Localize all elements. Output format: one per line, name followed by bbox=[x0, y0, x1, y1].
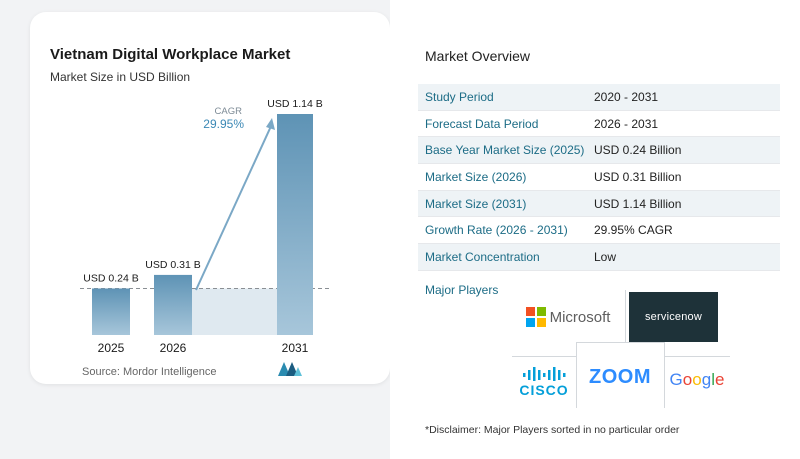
overview-row-label: Base Year Market Size (2025) bbox=[425, 143, 585, 158]
disclaimer-text: *Disclaimer: Major Players sorted in no … bbox=[425, 424, 680, 436]
overview-row-value: 2026 - 2031 bbox=[594, 116, 659, 131]
overview-row: Market Size (2031) USD 1.14 Billion bbox=[418, 190, 780, 218]
servicenow-wordmark: servicenow bbox=[644, 311, 703, 323]
overview-row-label: Growth Rate (2026 - 2031) bbox=[425, 223, 568, 238]
logo-divider bbox=[576, 342, 577, 408]
data-label-2026: USD 0.31 B bbox=[145, 259, 200, 271]
overview-row: Market Concentration Low bbox=[418, 244, 780, 271]
bar-2025 bbox=[92, 288, 130, 335]
overview-row-value: USD 0.31 Billion bbox=[594, 169, 682, 184]
overview-row-label: Market Concentration bbox=[425, 249, 540, 264]
chart-title: Vietnam Digital Workplace Market bbox=[50, 46, 291, 63]
overview-row-value: 2020 - 2031 bbox=[594, 89, 659, 104]
overview-row: Forecast Data Period 2026 - 2031 bbox=[418, 111, 780, 138]
overview-row-value: Low bbox=[594, 249, 617, 264]
overview-row-label: Forecast Data Period bbox=[425, 116, 539, 131]
servicenow-logo: servicenow bbox=[629, 292, 718, 342]
microsoft-logo: Microsoft bbox=[520, 304, 616, 330]
source-text: Source: Mordor Intelligence bbox=[82, 366, 217, 378]
overview-row-value: USD 1.14 Billion bbox=[594, 196, 682, 211]
cagr-arrowhead bbox=[266, 118, 275, 130]
data-label-2025: USD 0.24 B bbox=[83, 272, 138, 284]
tick-label-2031: 2031 bbox=[282, 341, 309, 355]
overview-row: Growth Rate (2026 - 2031) 29.95% CAGR bbox=[418, 217, 780, 245]
overview-row-label: Market Size (2031) bbox=[425, 196, 527, 211]
bar-2031 bbox=[277, 114, 313, 335]
bar-chart: USD 0.24 B 2025 USD 0.31 B 2026 USD 1.14 B 20… bbox=[80, 98, 330, 355]
overview-row: Study Period 2020 - 2031 bbox=[418, 84, 780, 111]
microsoft-wordmark: Microsoft bbox=[549, 308, 611, 326]
tick-label-2025: 2025 bbox=[98, 341, 125, 355]
data-label-2031: USD 1.14 B bbox=[267, 98, 322, 110]
cisco-bars-icon bbox=[523, 366, 566, 381]
overview-panel bbox=[390, 0, 800, 459]
zoom-wordmark: ZOOM bbox=[589, 365, 651, 388]
google-logo: Google bbox=[667, 366, 727, 394]
cagr-arrow bbox=[195, 123, 273, 291]
cagr-value: 29.95% bbox=[203, 117, 244, 131]
overview-row-label: Market Size (2026) bbox=[425, 169, 527, 184]
tick-label-2026: 2026 bbox=[160, 341, 187, 355]
overview-title: Market Overview bbox=[425, 48, 531, 64]
google-wordmark: Google bbox=[669, 370, 725, 389]
major-players-label: Major Players bbox=[425, 283, 499, 297]
band-area bbox=[192, 288, 277, 335]
cisco-wordmark: CISCO bbox=[519, 381, 569, 398]
chart-subtitle: Market Size in USD Billion bbox=[50, 70, 191, 84]
overview-row-label: Study Period bbox=[425, 89, 494, 104]
overview-row: Market Size (2026) USD 0.31 Billion bbox=[418, 164, 780, 191]
logo-divider bbox=[664, 356, 730, 357]
overview-row: Base Year Market Size (2025) USD 0.24 Bil… bbox=[418, 137, 780, 165]
overview-row-value: 29.95% CAGR bbox=[594, 223, 673, 238]
zoom-logo: ZOOM bbox=[580, 362, 660, 392]
logo-divider bbox=[576, 342, 664, 343]
cisco-logo: CISCO bbox=[514, 364, 574, 400]
bar-2026 bbox=[154, 274, 192, 335]
overview-row-value: USD 0.24 Billion bbox=[594, 143, 682, 158]
cagr-label: CAGR bbox=[215, 106, 243, 117]
logo-divider bbox=[625, 290, 626, 342]
overview-table: Study Period 2020 - 2031 Forecast Data Per… bbox=[418, 84, 780, 271]
logo-divider bbox=[664, 342, 665, 408]
mordor-logo-icon bbox=[278, 362, 302, 376]
logo-divider bbox=[512, 356, 576, 357]
microsoft-squares-icon bbox=[525, 307, 546, 327]
